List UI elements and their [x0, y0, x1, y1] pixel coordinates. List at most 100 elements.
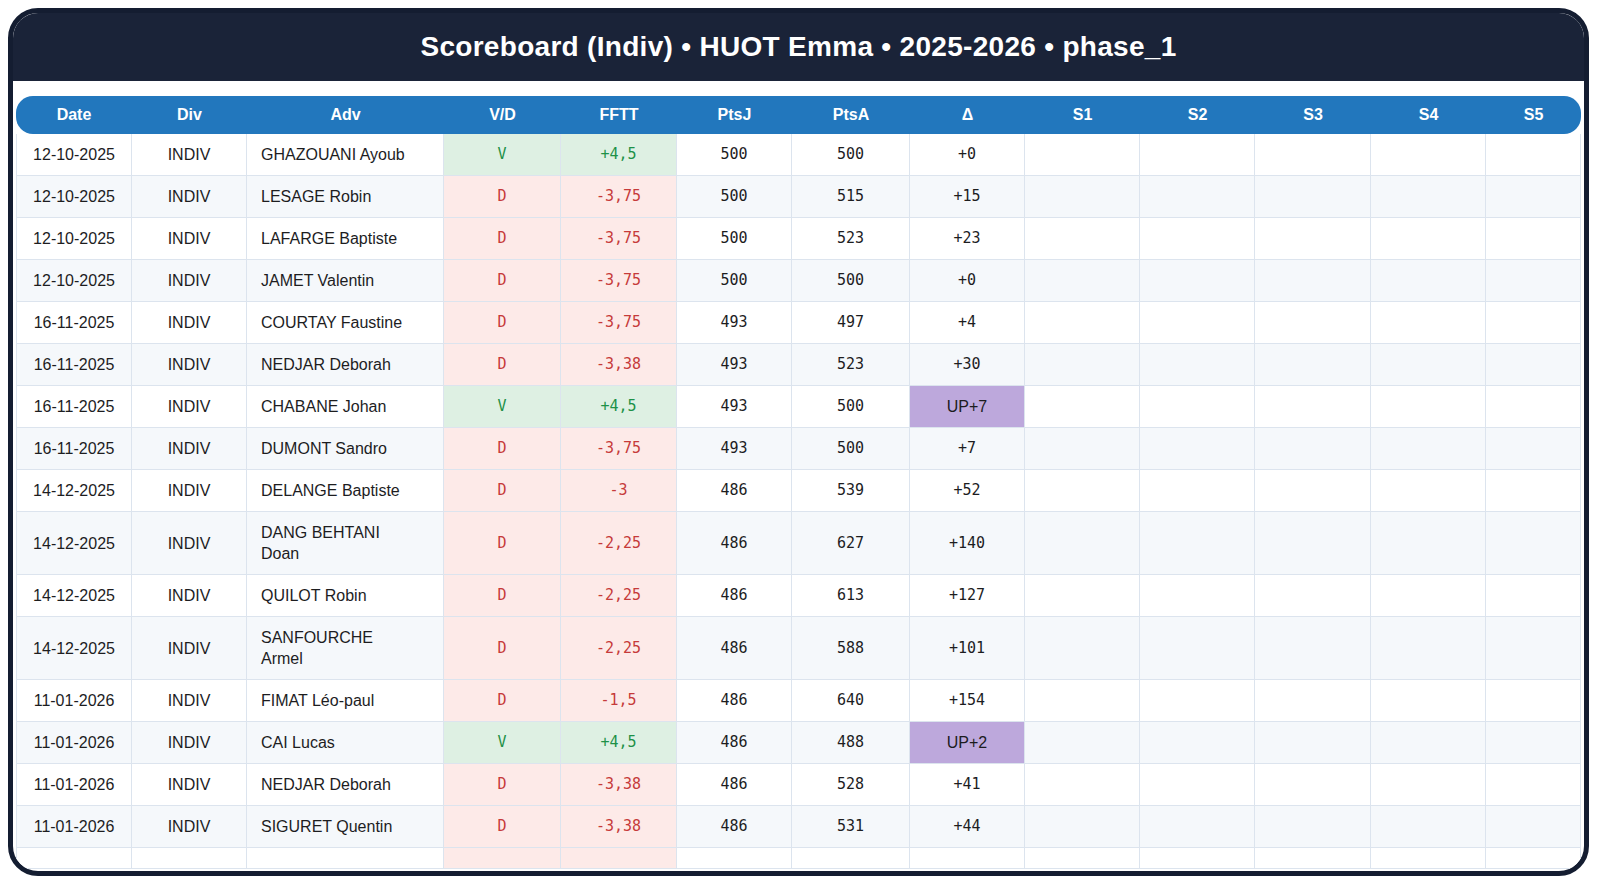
cell-delta: +4 — [910, 302, 1025, 344]
cell-s5 — [1486, 680, 1581, 722]
cell-div: INDIV — [132, 260, 247, 302]
cell-s2 — [1140, 764, 1255, 806]
cell-vd: D — [444, 680, 561, 722]
cell-s4 — [1371, 428, 1486, 470]
cell-s2 — [1140, 344, 1255, 386]
cell-s4 — [1371, 575, 1486, 617]
cell-s2 — [1140, 428, 1255, 470]
table-row: 12-10-2025INDIVLESAGE RobinD-3,75500515+… — [16, 176, 1581, 218]
cell-s2 — [1140, 722, 1255, 764]
cell-fftt: -2,25 — [561, 512, 677, 575]
cell-s4 — [1371, 617, 1486, 680]
cell-s4 — [1371, 344, 1486, 386]
cell-div — [132, 848, 247, 869]
cell-vd: V — [444, 722, 561, 764]
scoreboard-card: Scoreboard (Indiv) • HUOT Emma • 2025-20… — [8, 8, 1589, 876]
table-row: 12-10-2025INDIVGHAZOUANI AyoubV+4,550050… — [16, 134, 1581, 176]
cell-s1 — [1025, 512, 1140, 575]
cell-s3 — [1255, 218, 1371, 260]
cell-div: INDIV — [132, 428, 247, 470]
cell-s4 — [1371, 848, 1486, 869]
cell-adv: NEDJAR Deborah — [247, 344, 444, 386]
cell-s4 — [1371, 176, 1486, 218]
cell-s3 — [1255, 176, 1371, 218]
cell-fftt: -3,38 — [561, 344, 677, 386]
column-header-vd: V/D — [444, 96, 561, 134]
cell-delta: +140 — [910, 512, 1025, 575]
cell-s2 — [1140, 806, 1255, 848]
column-header-s5: S5 — [1486, 96, 1581, 134]
cell-div: INDIV — [132, 302, 247, 344]
cell-s1 — [1025, 218, 1140, 260]
cell-delta: +52 — [910, 470, 1025, 512]
cell-s5 — [1486, 218, 1581, 260]
column-header-s1: S1 — [1025, 96, 1140, 134]
cell-s1 — [1025, 680, 1140, 722]
table-header-row: DateDivAdvV/DFFTTPtsJPtsAΔS1S2S3S4S5 — [16, 96, 1581, 134]
cell-fftt: -3,75 — [561, 218, 677, 260]
cell-s3 — [1255, 848, 1371, 869]
cell-s1 — [1025, 260, 1140, 302]
cell-vd: D — [444, 617, 561, 680]
cell-s1 — [1025, 470, 1140, 512]
table-row: 16-11-2025INDIVCHABANE JohanV+4,5493500U… — [16, 386, 1581, 428]
cell-date: 11-01-2026 — [16, 806, 132, 848]
cell-s4 — [1371, 260, 1486, 302]
cell-vd: D — [444, 428, 561, 470]
column-header-adv: Adv — [247, 96, 444, 134]
cell-date: 16-11-2025 — [16, 386, 132, 428]
cell-adv: LAFARGE Baptiste — [247, 218, 444, 260]
cell-s3 — [1255, 722, 1371, 764]
cell-div: INDIV — [132, 218, 247, 260]
cell-s3 — [1255, 680, 1371, 722]
cell-delta: +41 — [910, 764, 1025, 806]
cell-div: INDIV — [132, 764, 247, 806]
cell-fftt: -3,75 — [561, 260, 677, 302]
cell-s2 — [1140, 260, 1255, 302]
cell-ptsj: 486 — [677, 575, 792, 617]
cell-s1 — [1025, 722, 1140, 764]
cell-ptsa: 588 — [792, 617, 910, 680]
cell-s5 — [1486, 428, 1581, 470]
cell-ptsj: 486 — [677, 617, 792, 680]
cell-date: 16-11-2025 — [16, 344, 132, 386]
cell-div: INDIV — [132, 722, 247, 764]
cell-s3 — [1255, 617, 1371, 680]
table-row: 16-11-2025INDIVCOURTAY FaustineD-3,75493… — [16, 302, 1581, 344]
cell-ptsa: 500 — [792, 428, 910, 470]
cell-s4 — [1371, 722, 1486, 764]
cell-date: 14-12-2025 — [16, 575, 132, 617]
cell-ptsa: 488 — [792, 722, 910, 764]
table-row: 11-01-2026INDIVSIGURET QuentinD-3,384865… — [16, 806, 1581, 848]
cell-div: INDIV — [132, 617, 247, 680]
cell-delta: +0 — [910, 260, 1025, 302]
cell-date: 11-01-2026 — [16, 680, 132, 722]
cell-fftt: -3,38 — [561, 764, 677, 806]
cell-delta: +30 — [910, 344, 1025, 386]
cell-s2 — [1140, 176, 1255, 218]
cell-s5 — [1486, 848, 1581, 869]
cell-s4 — [1371, 302, 1486, 344]
cell-adv: SANFOURCHE Armel — [247, 617, 444, 680]
cell-s4 — [1371, 386, 1486, 428]
cell-ptsa: 523 — [792, 344, 910, 386]
cell-adv: FIMAT Léo-paul — [247, 680, 444, 722]
cell-ptsj — [677, 848, 792, 869]
cell-div: INDIV — [132, 176, 247, 218]
cell-s5 — [1486, 176, 1581, 218]
cell-s4 — [1371, 134, 1486, 176]
cell-s3 — [1255, 344, 1371, 386]
cell-s1 — [1025, 134, 1140, 176]
page-title: Scoreboard (Indiv) • HUOT Emma • 2025-20… — [420, 31, 1176, 63]
column-header-ptsa: PtsA — [792, 96, 910, 134]
cell-s1 — [1025, 344, 1140, 386]
cell-date: 11-01-2026 — [16, 722, 132, 764]
cell-vd: D — [444, 260, 561, 302]
cell-s4 — [1371, 218, 1486, 260]
cell-ptsa: 523 — [792, 218, 910, 260]
cell-delta: +127 — [910, 575, 1025, 617]
cell-vd: V — [444, 134, 561, 176]
cell-s3 — [1255, 575, 1371, 617]
cell-adv: DUMONT Sandro — [247, 428, 444, 470]
cell-ptsa: 497 — [792, 302, 910, 344]
